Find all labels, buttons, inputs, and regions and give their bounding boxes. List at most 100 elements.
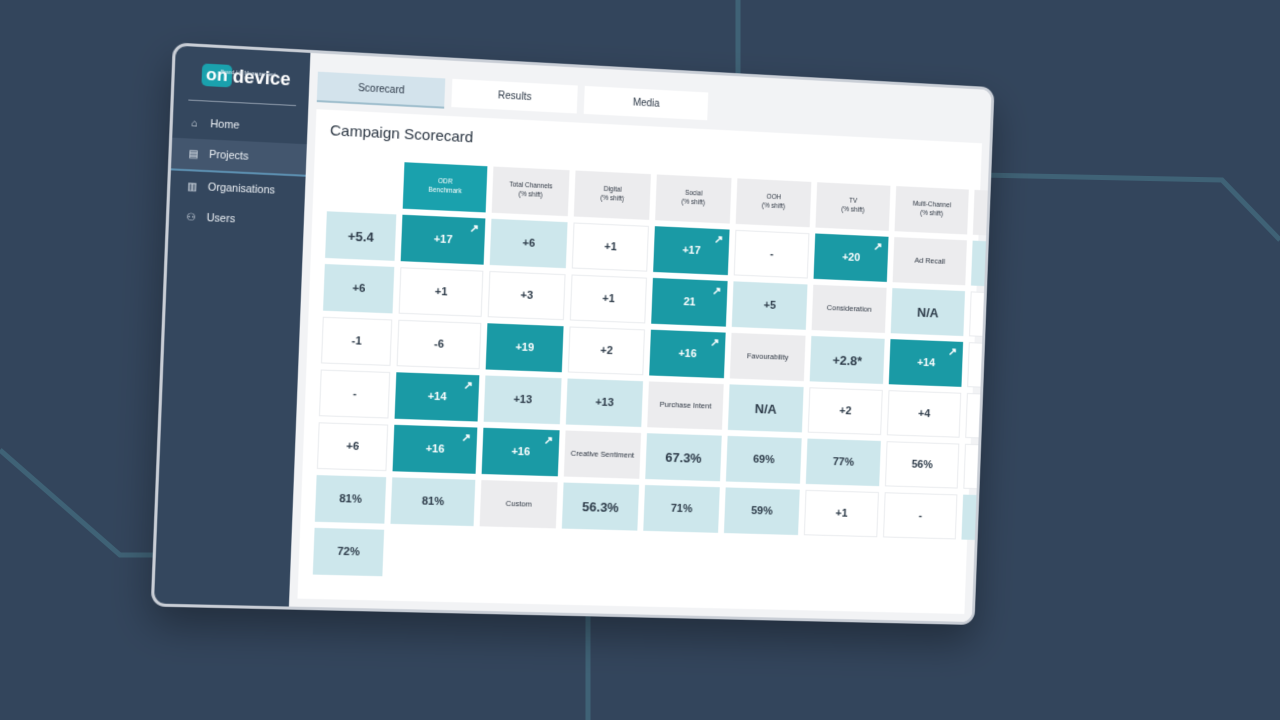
score-cell[interactable]: +16 ↗: [482, 428, 560, 477]
trend-up-icon: ↗: [544, 434, 554, 447]
home-icon: ⌂: [187, 117, 202, 129]
column-header-unit: (% shift): [920, 210, 943, 218]
score-cell[interactable]: 81%: [390, 477, 475, 526]
column-header-unit: Benchmark: [428, 187, 462, 196]
score-value: +2: [600, 345, 613, 357]
tab-results[interactable]: Results: [451, 79, 578, 114]
score-cell[interactable]: N/A: [891, 288, 965, 336]
score-cell[interactable]: +1: [399, 267, 484, 317]
score-cell[interactable]: +1: [570, 274, 647, 323]
row-label: Favourability: [730, 333, 806, 381]
column-header-title: OOH: [766, 194, 781, 202]
column-header: Digital (% shift): [574, 171, 651, 220]
score-value: +4: [918, 408, 930, 420]
score-value: +13: [595, 396, 614, 409]
score-cell[interactable]: -: [319, 370, 390, 419]
score-cell[interactable]: +2.8*: [810, 336, 885, 384]
column-header-title: Total Channels: [509, 182, 552, 191]
score-cell[interactable]: +16 ↗: [393, 425, 478, 474]
score-value: 56.3%: [582, 499, 619, 515]
column-header: OOH (% shift): [736, 178, 812, 227]
score-cell[interactable]: 72%: [313, 528, 384, 576]
score-cell[interactable]: 56%: [885, 441, 959, 488]
score-cell[interactable]: 67.3%: [645, 433, 722, 481]
score-value: 59%: [751, 505, 773, 517]
score-cell[interactable]: +20 ↗: [814, 233, 889, 281]
tab-scorecard[interactable]: Scorecard: [317, 72, 446, 109]
score-cell[interactable]: +2: [808, 387, 883, 435]
score-value: -1: [351, 335, 361, 348]
row-label: Custom: [480, 480, 558, 528]
score-cell[interactable]: +13: [566, 378, 643, 427]
score-value: +5: [763, 299, 776, 311]
tab-media[interactable]: Media: [584, 86, 709, 120]
page-title: Campaign Scorecard: [330, 122, 474, 146]
score-cell[interactable]: -: [734, 230, 810, 279]
sidebar-item-users[interactable]: ⚇ Users: [169, 201, 305, 238]
score-cell[interactable]: +2: [568, 326, 645, 375]
trend-up-icon: ↗: [463, 379, 473, 392]
column-header: Total Channels (% shift): [492, 167, 570, 217]
score-cell[interactable]: 71%: [643, 485, 720, 533]
score-cell[interactable]: +4: [887, 390, 961, 438]
score-value: 69%: [753, 454, 775, 467]
ondevice-logo: on device: [201, 63, 291, 94]
score-value: -: [770, 248, 774, 260]
score-cell[interactable]: +5: [732, 281, 808, 330]
score-value: -: [353, 388, 357, 400]
score-cell[interactable]: 56.3%: [562, 483, 639, 531]
trend-up-icon: ↗: [948, 345, 957, 358]
column-header-title: TV: [849, 198, 857, 205]
sidebar-item-label: Organisations: [208, 181, 276, 196]
main-area: Scorecard Results Media Campaign Scorecard…: [289, 53, 992, 622]
score-cell[interactable]: 69%: [726, 436, 802, 484]
trend-up-icon: ↗: [469, 222, 479, 235]
score-cell[interactable]: +1: [804, 490, 879, 537]
score-cell[interactable]: +6: [490, 219, 568, 268]
score-cell[interactable]: +17 ↗: [653, 226, 729, 275]
score-cell[interactable]: -1: [321, 317, 392, 366]
score-value: +13: [513, 394, 532, 407]
score-cell[interactable]: 77%: [806, 439, 881, 487]
score-value: +14: [427, 391, 446, 404]
app-window: on device Brand Lift Measurement ⌂ Home ▤ P…: [151, 42, 995, 625]
score-value: +1: [835, 508, 848, 520]
score-cell[interactable]: +6: [323, 264, 394, 313]
score-cell[interactable]: 21 ↗: [651, 278, 727, 327]
score-cell[interactable]: +1: [572, 222, 649, 271]
score-value: 81%: [339, 493, 362, 506]
score-cell[interactable]: +3: [488, 271, 566, 320]
score-cell[interactable]: -6: [397, 320, 482, 370]
score-cell[interactable]: +19: [486, 323, 564, 372]
sidebar-divider: [188, 100, 296, 107]
score-cell[interactable]: +14 ↗: [889, 339, 963, 387]
sidebar-nav: ⌂ Home ▤ Projects ▥ Organisations ⚇ Users: [169, 107, 309, 238]
column-header: TV (% shift): [815, 182, 890, 231]
score-cell[interactable]: +14 ↗: [395, 372, 480, 421]
score-cell[interactable]: 59%: [724, 487, 800, 535]
row-label: Creative Sentiment: [564, 430, 641, 478]
score-value: +14: [917, 357, 935, 369]
trend-up-icon: ↗: [712, 284, 722, 297]
score-value: +2.8*: [832, 352, 862, 368]
score-cell[interactable]: +5.4: [325, 211, 396, 261]
score-value: +2: [839, 405, 852, 417]
trend-up-icon: ↗: [710, 336, 720, 349]
score-cell[interactable]: +16 ↗: [649, 330, 725, 379]
score-cell[interactable]: 81%: [315, 475, 386, 524]
users-icon: ⚇: [184, 211, 199, 223]
column-header-title: ODR: [438, 178, 453, 186]
score-cell[interactable]: -: [883, 492, 957, 539]
score-value: 72%: [337, 546, 360, 559]
column-header-unit: (% shift): [518, 191, 542, 199]
column-header: Multi-Channel (% shift): [895, 186, 969, 234]
column-header-unit: (% shift): [762, 202, 785, 210]
score-cell[interactable]: +6: [317, 422, 388, 471]
table-corner: [327, 159, 398, 209]
column-header-unit: (% shift): [600, 195, 624, 203]
organisations-icon: ▥: [185, 181, 200, 193]
score-cell[interactable]: +17 ↗: [401, 215, 486, 265]
score-cell[interactable]: +13: [484, 375, 562, 424]
score-cell[interactable]: N/A: [728, 384, 804, 432]
column-header-unit: (% shift): [681, 199, 705, 207]
